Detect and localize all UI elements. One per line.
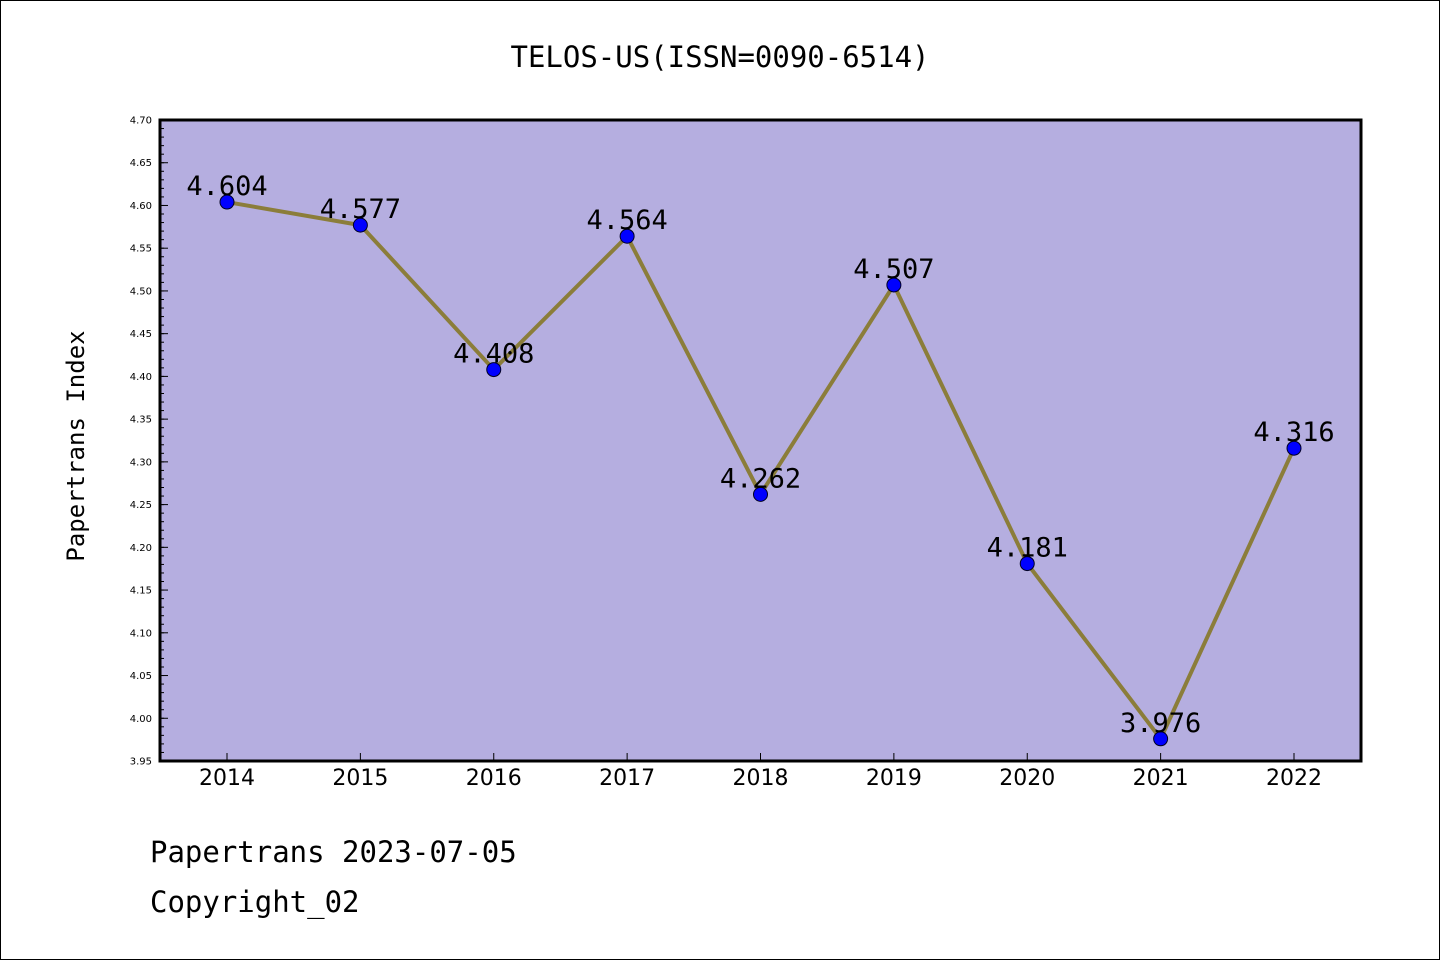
x-tick-label: 2022 (1266, 766, 1322, 791)
y-tick-label: 4.35 (130, 415, 152, 426)
y-tick-label: 4.20 (130, 543, 152, 554)
y-tick-label: 4.40 (130, 372, 152, 383)
data-label: 4.507 (853, 254, 934, 285)
y-tick-label: 4.30 (130, 457, 152, 468)
data-point (352, 217, 368, 233)
data-point (219, 194, 235, 210)
x-tick-label: 2020 (999, 766, 1055, 791)
y-tick-label: 4.50 (130, 286, 152, 297)
data-point (619, 228, 635, 244)
data-point (886, 277, 902, 293)
plot-border (158, 118, 1363, 763)
data-label: 4.262 (720, 463, 801, 494)
y-tick-label: 4.00 (130, 714, 152, 725)
data-point (1019, 556, 1035, 572)
y-tick-label: 4.15 (130, 586, 152, 597)
x-tick-label: 2017 (599, 766, 655, 791)
data-label: 4.408 (453, 339, 534, 370)
y-tick-label: 4.65 (130, 158, 152, 169)
chart-title: TELOS-US(ISSN=0090-6514) (510, 40, 929, 74)
y-tick-label: 4.55 (130, 244, 152, 255)
y-axis-ticks: 3.95 4.00 4.05 4.10 4.15 4.20 4.25 4.30 4.35 4.40… (130, 116, 168, 768)
y-tick-label: 4.45 (130, 329, 152, 340)
series-layer: 4.604 4.577 4.408 4.564 4.262 4.507 4.181 3.976… (186, 171, 1335, 747)
y-tick-label: 4.60 (130, 201, 152, 212)
y-tick-label: 4.10 (130, 628, 152, 639)
data-label: 4.604 (186, 171, 267, 202)
x-tick-label: 2014 (199, 766, 255, 791)
data-label: 4.577 (320, 194, 401, 225)
y-axis-label: Papertrans Index (62, 330, 90, 561)
data-point (486, 362, 502, 378)
footer-date: Papertrans 2023-07-05 (150, 835, 517, 869)
data-label: 3.976 (1120, 708, 1201, 739)
data-label: 4.316 (1253, 417, 1334, 448)
x-tick-label: 2021 (1133, 766, 1189, 791)
x-tick-label: 2019 (866, 766, 922, 791)
data-point (1286, 440, 1302, 456)
y-tick-label: 4.25 (130, 500, 152, 511)
x-tick-label: 2016 (466, 766, 522, 791)
x-tick-label: 2015 (332, 766, 388, 791)
y-tick-label: 4.05 (130, 671, 152, 682)
x-tick-label: 2018 (733, 766, 789, 791)
data-point (1153, 731, 1169, 747)
footer-copyright: Copyright_02 (150, 885, 360, 919)
y-tick-label: 3.95 (130, 757, 152, 768)
y-tick-label: 4.70 (130, 116, 152, 127)
data-point (753, 486, 768, 502)
x-axis-ticks: 2014 2015 2016 2017 2018 2019 2020 2021 2022 (199, 753, 1322, 791)
data-label: 4.564 (586, 205, 667, 236)
data-label: 4.181 (987, 533, 1068, 564)
